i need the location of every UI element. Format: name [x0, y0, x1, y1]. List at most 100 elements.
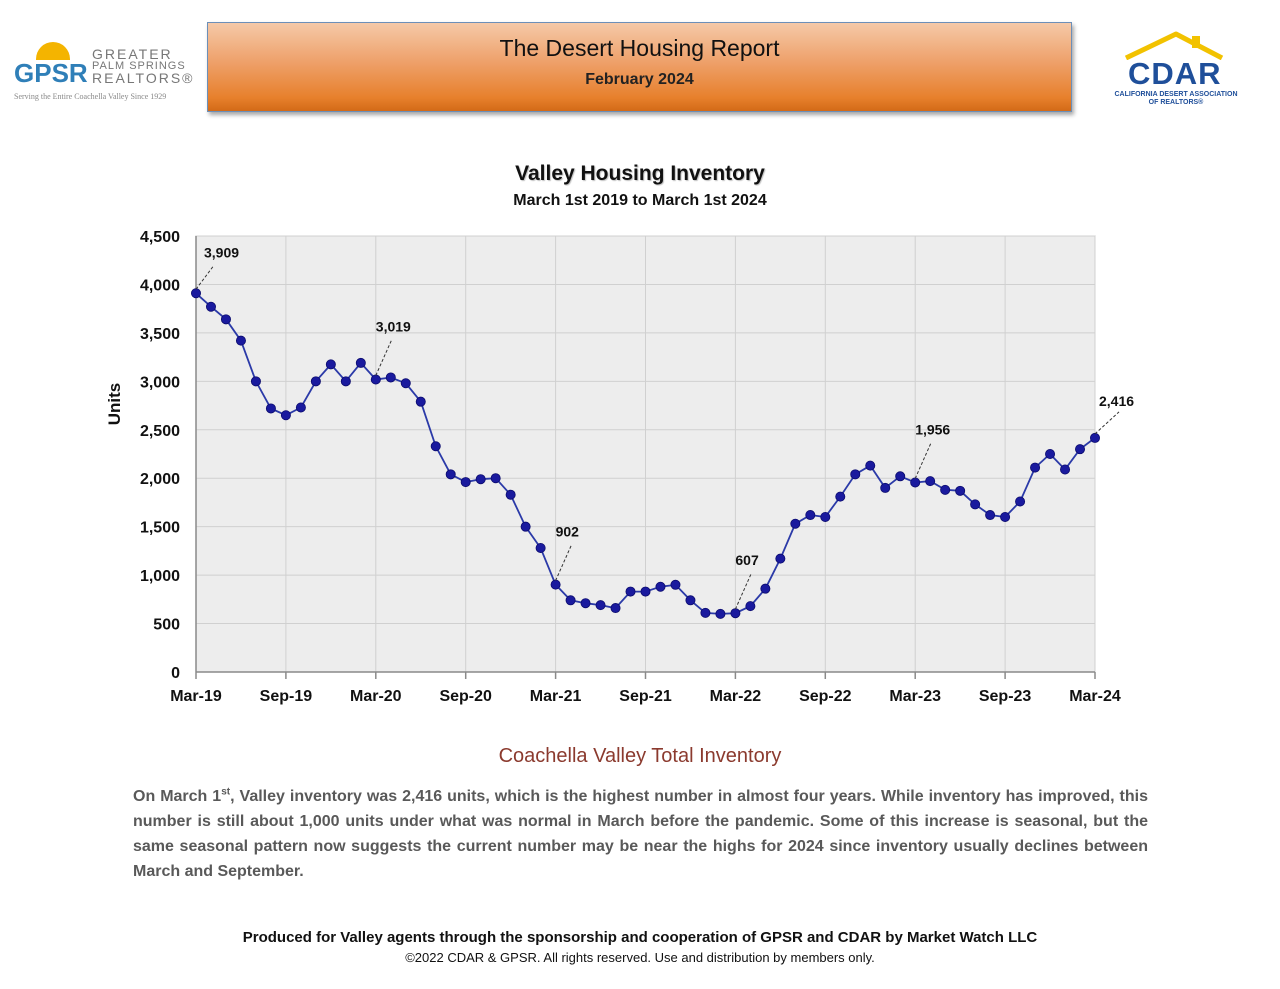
data-point	[325, 359, 336, 370]
chart-subtitle: March 1st 2019 to March 1st 2024	[513, 192, 767, 209]
data-point	[580, 598, 591, 609]
data-point	[910, 477, 921, 488]
data-point	[760, 583, 771, 594]
chart-title: Valley Housing Inventory	[515, 162, 765, 185]
y-tick-label: 4,000	[140, 277, 180, 294]
y-tick-label: 4,500	[140, 229, 180, 246]
data-point	[1045, 448, 1056, 459]
data-point	[400, 378, 411, 389]
data-point	[670, 579, 681, 590]
data-point	[340, 376, 351, 387]
report-title: The Desert Housing Report	[499, 35, 780, 61]
data-point	[970, 499, 981, 510]
x-tick-label: Mar-20	[350, 688, 402, 705]
data-point	[715, 608, 726, 619]
sun-icon	[36, 42, 70, 60]
x-tick-label: Mar-19	[170, 688, 222, 705]
data-point	[595, 600, 606, 611]
data-point	[655, 581, 666, 592]
x-tick-label: Sep-23	[979, 688, 1032, 705]
data-point	[535, 542, 546, 553]
y-tick-label: 1,000	[140, 568, 180, 585]
data-point	[820, 511, 831, 522]
data-point	[415, 396, 426, 407]
data-point	[520, 521, 531, 532]
y-axis-label: Units	[105, 383, 124, 426]
data-point	[280, 410, 291, 421]
data-point	[490, 473, 501, 484]
data-point	[1090, 432, 1101, 443]
y-tick-label: 3,000	[140, 374, 180, 391]
y-tick-label: 2,000	[140, 471, 180, 488]
data-point	[775, 553, 786, 564]
annotation-leader	[555, 544, 573, 581]
annotation-leader	[1094, 411, 1120, 435]
data-point	[835, 491, 846, 502]
data-point	[220, 314, 231, 325]
gpsr-logo-tagline: Serving the Entire Coachella Valley Sinc…	[14, 92, 167, 101]
data-point	[385, 372, 396, 383]
data-point	[805, 510, 816, 521]
annotation-leader	[195, 264, 215, 290]
data-label: 902	[556, 524, 580, 540]
data-point	[355, 357, 366, 368]
data-point	[895, 471, 906, 482]
footer-credit: Produced for Valley agents through the s…	[242, 929, 1038, 946]
section-title: Coachella Valley Total Inventory	[498, 745, 782, 767]
gpsr-logo-mark: GPSR	[14, 58, 88, 88]
data-point	[925, 476, 936, 487]
data-point	[850, 469, 861, 480]
y-tick-label: 2,500	[140, 423, 180, 440]
data-point	[265, 403, 276, 414]
data-point	[370, 374, 381, 385]
data-point	[565, 595, 576, 606]
data-point	[205, 301, 216, 312]
footer-copyright: ©2022 CDAR & GPSR. All rights reserved. …	[405, 950, 875, 965]
data-point	[955, 485, 966, 496]
x-tick-label: Sep-21	[619, 688, 672, 705]
x-tick-label: Sep-20	[439, 688, 492, 705]
data-point	[505, 489, 516, 500]
annotation-leader	[375, 339, 393, 376]
data-point	[1030, 462, 1041, 473]
data-point	[550, 579, 561, 590]
inventory-commentary: On March 1st, Valley inventory was 2,416…	[133, 786, 1148, 880]
data-point	[1075, 444, 1086, 455]
data-label: 3,019	[376, 318, 411, 334]
house-roof-icon	[1124, 31, 1224, 60]
y-tick-label: 3,500	[140, 326, 180, 343]
data-point	[1000, 511, 1011, 522]
gpsr-logo: GPSR GREATER PALM SPRINGS REALTORS® Serv…	[10, 40, 195, 101]
data-point	[745, 601, 756, 612]
data-point	[865, 460, 876, 471]
annotation-leader	[914, 442, 932, 479]
data-point	[625, 586, 636, 597]
data-point	[940, 484, 951, 495]
data-label: 1,956	[915, 421, 950, 437]
data-point	[1015, 496, 1026, 507]
data-point	[610, 603, 621, 614]
data-point	[445, 469, 456, 480]
gpsr-logo-name: GREATER PALM SPRINGS REALTORS®	[92, 46, 195, 86]
data-point	[250, 376, 261, 387]
data-point	[460, 477, 471, 488]
data-label: 607	[735, 552, 759, 568]
data-point	[730, 608, 741, 619]
data-point	[430, 441, 441, 452]
data-point	[475, 474, 486, 485]
cdar-logo-subtitle: CALIFORNIA DESERT ASSOCIATION OF REALTOR…	[1114, 91, 1238, 106]
data-point	[880, 482, 891, 493]
data-point	[235, 335, 246, 346]
x-tick-label: Mar-24	[1069, 688, 1121, 705]
report-date: February 2024	[585, 71, 694, 88]
y-tick-label: 1,500	[140, 520, 180, 537]
annotation-leader	[734, 572, 752, 610]
report-title-banner: The Desert Housing Report February 2024	[207, 22, 1072, 112]
y-tick-label: 0	[171, 665, 180, 682]
data-label: 3,909	[204, 244, 239, 260]
data-point	[685, 595, 696, 606]
x-tick-label: Sep-19	[260, 688, 313, 705]
data-point	[190, 288, 201, 299]
cdar-logo-mark: CDAR	[1128, 56, 1222, 91]
x-tick-label: Mar-23	[889, 688, 941, 705]
